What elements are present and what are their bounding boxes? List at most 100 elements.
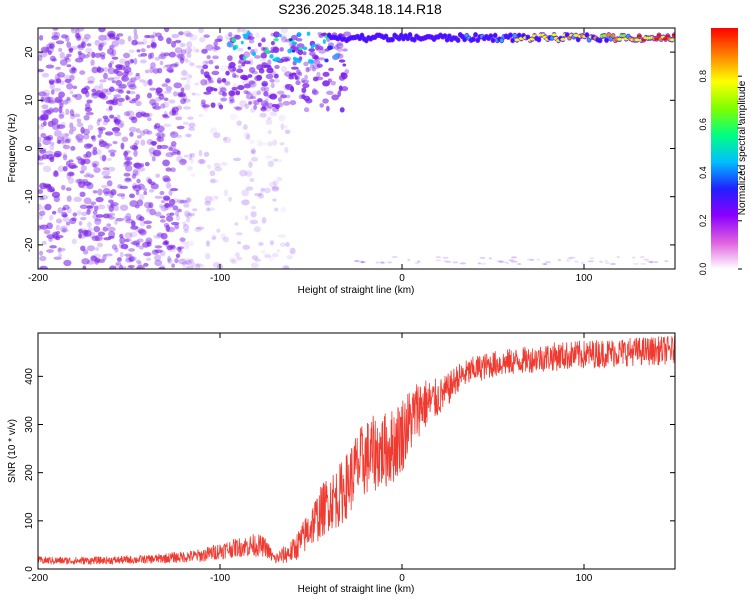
spectrogram-cell xyxy=(159,190,165,196)
spectrogram-cell xyxy=(260,187,264,195)
spectrogram-cell xyxy=(305,66,310,73)
spectrogram-cell xyxy=(203,107,209,112)
spectrogram-cell xyxy=(174,258,179,264)
spectrogram-cell xyxy=(280,56,289,63)
spectrogram-cell xyxy=(48,96,56,102)
spectrogram-cell xyxy=(260,100,269,107)
spectrogram-cell xyxy=(204,200,211,206)
spectrogram-cell xyxy=(55,224,60,231)
spectrogram-cell xyxy=(146,92,153,99)
spectrogram-cell xyxy=(111,80,117,84)
spectrogram-cell xyxy=(113,94,122,98)
spectrogram-cell xyxy=(610,262,616,265)
spectrogram-cell xyxy=(272,158,278,162)
spectrogram-cell xyxy=(140,139,146,146)
spectrogram-cell xyxy=(194,82,200,86)
spectrogram-cell xyxy=(65,108,70,116)
spectrogram-cell xyxy=(291,49,296,53)
spectrogram-cell xyxy=(106,48,114,55)
spectrogram-cell xyxy=(669,38,675,42)
spectrogram-cell xyxy=(191,261,196,267)
spectrogram-cell xyxy=(186,41,193,49)
spectrogram-cell xyxy=(65,187,72,192)
spectrogram-cell xyxy=(44,203,52,211)
spectrogram-cell xyxy=(159,215,166,219)
spectrogram-cell xyxy=(170,221,180,226)
spectrogram-cell xyxy=(249,219,259,225)
spectrogram-cell xyxy=(143,81,148,87)
snr-y-tick-label: 200 xyxy=(24,464,35,481)
spectrogram-cell xyxy=(161,83,169,88)
spectrogram-cell xyxy=(52,107,59,113)
spectrogram-cell xyxy=(86,99,93,104)
spectrogram-cell xyxy=(102,254,107,261)
spectrogram-cell xyxy=(452,261,459,264)
spectrogram-cell xyxy=(186,60,192,64)
spectrogram-cell xyxy=(250,156,259,162)
spectrogram-cell xyxy=(147,130,153,135)
spectrogram-cell xyxy=(144,161,150,167)
spectrogram-cell xyxy=(412,37,417,42)
spectrogram-cell xyxy=(97,118,103,122)
spectrogram-cell xyxy=(98,34,107,41)
spectrogram-cell xyxy=(213,88,218,92)
spectrogram-cell xyxy=(56,124,66,129)
spectrogram-cell xyxy=(39,149,47,154)
spectrogram-cell xyxy=(354,260,360,263)
spectrogram-cell xyxy=(107,30,116,38)
spectrogram-cell xyxy=(57,207,64,214)
spectrogram-cell xyxy=(93,205,99,212)
spectrogram-cell xyxy=(101,88,109,93)
spectrogram-cell xyxy=(168,69,174,73)
spectrogram-cell xyxy=(598,38,602,43)
spectrogram-cell xyxy=(39,255,47,262)
spectrogram-cell xyxy=(187,116,194,120)
colorbar-scale xyxy=(711,28,738,269)
spectrogram-cell xyxy=(164,64,173,68)
spectrogram-cell xyxy=(290,34,298,41)
spectrogram-cell xyxy=(270,49,275,54)
spectrogram-cell xyxy=(109,114,115,119)
spectrogram-cell xyxy=(126,70,133,76)
spectrogram-cell xyxy=(214,166,223,172)
spectrogram-x-tick-label: 100 xyxy=(576,273,593,284)
spectrogram-cell xyxy=(62,229,70,233)
spectrogram-cell xyxy=(336,41,344,47)
spectrogram-cell xyxy=(250,211,257,218)
spectrogram-cell xyxy=(66,53,72,58)
spectrogram-cell xyxy=(505,262,510,265)
spectrogram-cell xyxy=(171,106,179,113)
spectrogram-cell xyxy=(241,189,250,197)
spectrogram-cell xyxy=(188,212,196,217)
spectrogram-cell xyxy=(111,244,118,250)
spectrogram-cell xyxy=(216,77,222,84)
spectrogram-cell xyxy=(188,127,195,131)
spectrogram-cell xyxy=(136,199,144,207)
spectrogram-cell xyxy=(268,255,274,262)
spectrogram-cell xyxy=(152,31,157,38)
spectrogram-cell xyxy=(247,30,251,36)
spectrogram-cell xyxy=(186,240,195,247)
spectrogram-cell xyxy=(84,54,89,59)
spectrogram-cell xyxy=(165,182,172,189)
spectrogram-cell xyxy=(331,94,340,101)
spectrogram-cell xyxy=(179,158,187,166)
spectrogram-cell xyxy=(327,45,333,51)
spectrogram-cell xyxy=(102,115,109,120)
spectrogram-cell xyxy=(38,54,43,62)
spectrogram-cell xyxy=(154,195,163,199)
spectrogram-cell xyxy=(543,263,547,266)
spectrogram-y-tick-label: -10 xyxy=(24,189,35,204)
spectrogram-cell xyxy=(126,110,135,117)
spectrogram-cell xyxy=(85,47,93,54)
spectrogram-cell xyxy=(248,39,255,44)
spectrogram-cell xyxy=(408,32,412,37)
spectrogram-cell xyxy=(276,249,281,253)
spectrogram-cell xyxy=(72,94,78,98)
spectrogram-cell xyxy=(101,154,107,162)
spectrogram-cell xyxy=(212,261,220,268)
spectrogram-cell xyxy=(143,220,153,225)
spectrogram-cell xyxy=(179,199,188,204)
spectrogram-cell xyxy=(176,134,182,139)
spectrogram-cell xyxy=(129,231,138,238)
